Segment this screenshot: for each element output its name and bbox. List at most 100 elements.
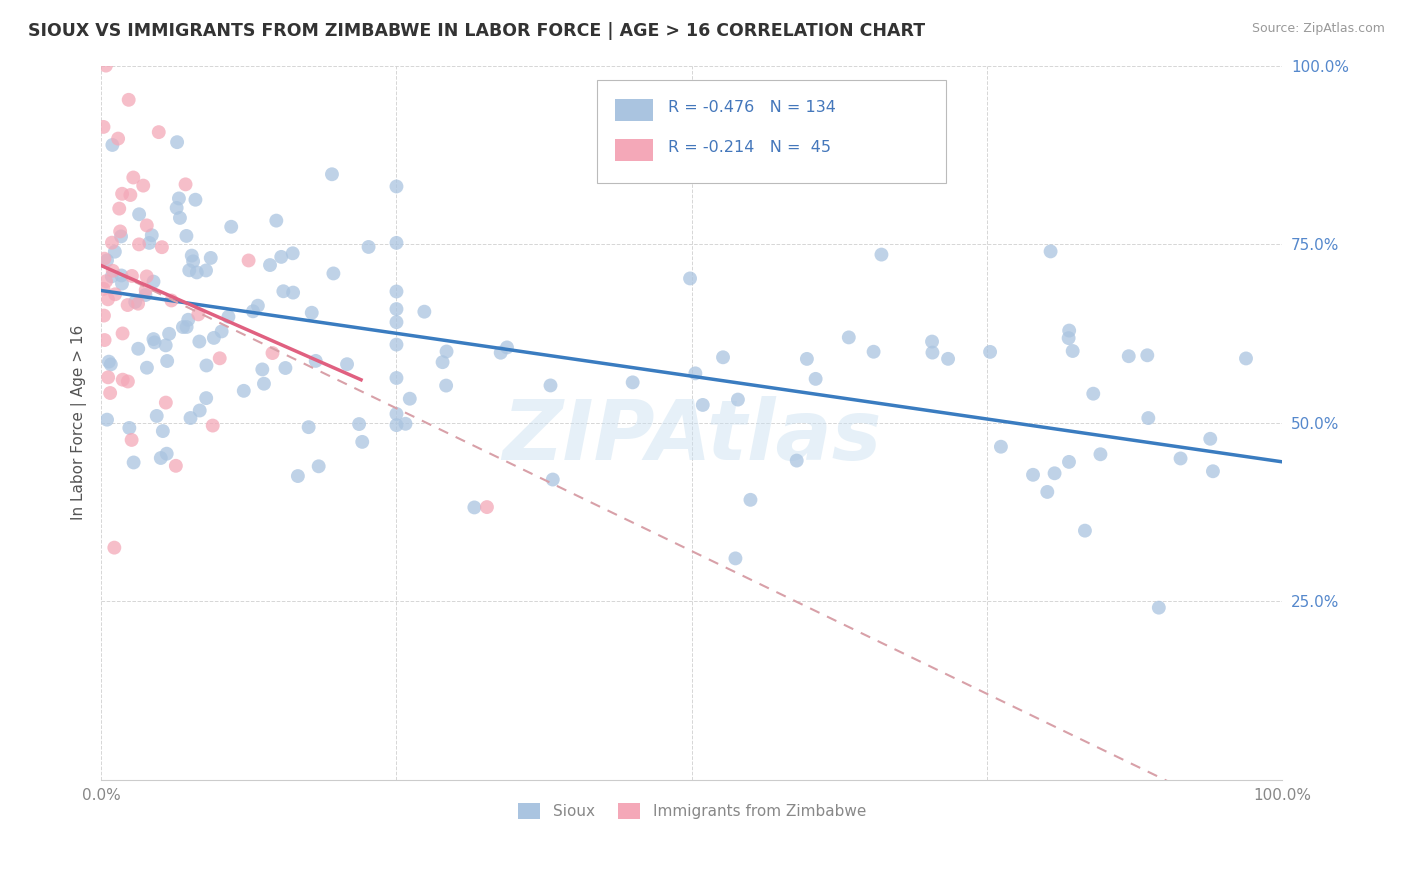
- Point: [385, 235, 408, 250]
- Point: [1234, 351, 1257, 366]
- Point: [202, 331, 225, 345]
- Point: [692, 398, 714, 412]
- Point: [489, 345, 512, 359]
- Point: [93, 120, 115, 134]
- Point: [394, 417, 416, 431]
- Point: [870, 247, 893, 261]
- Point: [134, 288, 156, 302]
- Point: [165, 458, 187, 473]
- Point: [273, 285, 295, 299]
- Point: [685, 367, 707, 381]
- Point: [287, 469, 309, 483]
- Point: [101, 138, 124, 153]
- Point: [96, 253, 118, 268]
- Point: [98, 386, 121, 401]
- Point: [541, 473, 564, 487]
- Point: [155, 395, 177, 409]
- Point: [93, 282, 115, 296]
- Point: [219, 219, 242, 234]
- Point: [352, 434, 374, 449]
- Point: [540, 378, 562, 392]
- Point: [195, 391, 218, 405]
- Point: [176, 320, 198, 334]
- Y-axis label: In Labor Force | Age > 16: In Labor Force | Age > 16: [72, 325, 87, 520]
- Point: [385, 371, 408, 385]
- Point: [385, 337, 408, 351]
- Point: [921, 345, 943, 359]
- Text: SIOUX VS IMMIGRANTS FROM ZIMBABWE IN LABOR FORCE | AGE > 16 CORRELATION CHART: SIOUX VS IMMIGRANTS FROM ZIMBABWE IN LAB…: [28, 22, 925, 40]
- Point: [259, 258, 281, 272]
- Point: [160, 293, 183, 308]
- Point: [838, 330, 860, 344]
- Point: [150, 240, 173, 254]
- Point: [740, 492, 762, 507]
- Point: [1136, 348, 1159, 362]
- Legend: Sioux, Immigrants from Zimbabwe: Sioux, Immigrants from Zimbabwe: [512, 797, 872, 825]
- Point: [232, 384, 254, 398]
- Point: [94, 59, 117, 73]
- Point: [281, 246, 304, 260]
- Point: [128, 207, 150, 221]
- Point: [253, 376, 276, 391]
- Point: [93, 309, 115, 323]
- Point: [118, 421, 141, 435]
- Point: [93, 252, 115, 266]
- Point: [117, 298, 139, 312]
- Point: [122, 170, 145, 185]
- Point: [186, 265, 208, 279]
- Point: [1036, 485, 1059, 500]
- Point: [1057, 324, 1080, 338]
- Point: [436, 344, 458, 359]
- Point: [128, 237, 150, 252]
- Point: [177, 312, 200, 326]
- Text: R = -0.214   N =  45: R = -0.214 N = 45: [668, 140, 831, 155]
- Point: [252, 362, 274, 376]
- Point: [97, 370, 120, 384]
- Text: ZIPAtlas: ZIPAtlas: [502, 396, 882, 477]
- Point: [111, 186, 134, 201]
- Point: [862, 344, 884, 359]
- Point: [149, 450, 172, 465]
- Point: [122, 455, 145, 469]
- Point: [103, 541, 125, 555]
- Point: [796, 351, 818, 366]
- Point: [1083, 386, 1105, 401]
- Point: [152, 424, 174, 438]
- Point: [1062, 343, 1084, 358]
- Point: [301, 306, 323, 320]
- Point: [166, 135, 188, 149]
- Point: [921, 334, 943, 349]
- Point: [143, 335, 166, 350]
- Point: [1057, 331, 1080, 345]
- Point: [1022, 467, 1045, 482]
- Point: [172, 320, 194, 334]
- Point: [1202, 464, 1225, 478]
- Point: [135, 219, 157, 233]
- Point: [111, 277, 134, 291]
- Point: [786, 453, 808, 467]
- Point: [118, 93, 141, 107]
- Point: [195, 263, 218, 277]
- Point: [385, 315, 408, 329]
- Point: [167, 191, 190, 205]
- Point: [238, 253, 260, 268]
- Point: [142, 332, 165, 346]
- Point: [94, 274, 117, 288]
- Point: [1043, 467, 1066, 481]
- Point: [135, 360, 157, 375]
- Point: [322, 267, 344, 281]
- Point: [101, 235, 124, 250]
- Point: [246, 299, 269, 313]
- Point: [142, 275, 165, 289]
- Point: [110, 229, 132, 244]
- Point: [398, 392, 420, 406]
- Point: [321, 167, 343, 181]
- Point: [108, 224, 131, 238]
- Point: [93, 333, 115, 347]
- Point: [124, 295, 146, 310]
- Point: [621, 376, 644, 390]
- Point: [979, 345, 1001, 359]
- Text: Source: ZipAtlas.com: Source: ZipAtlas.com: [1251, 22, 1385, 36]
- Point: [217, 310, 239, 324]
- Point: [463, 500, 485, 515]
